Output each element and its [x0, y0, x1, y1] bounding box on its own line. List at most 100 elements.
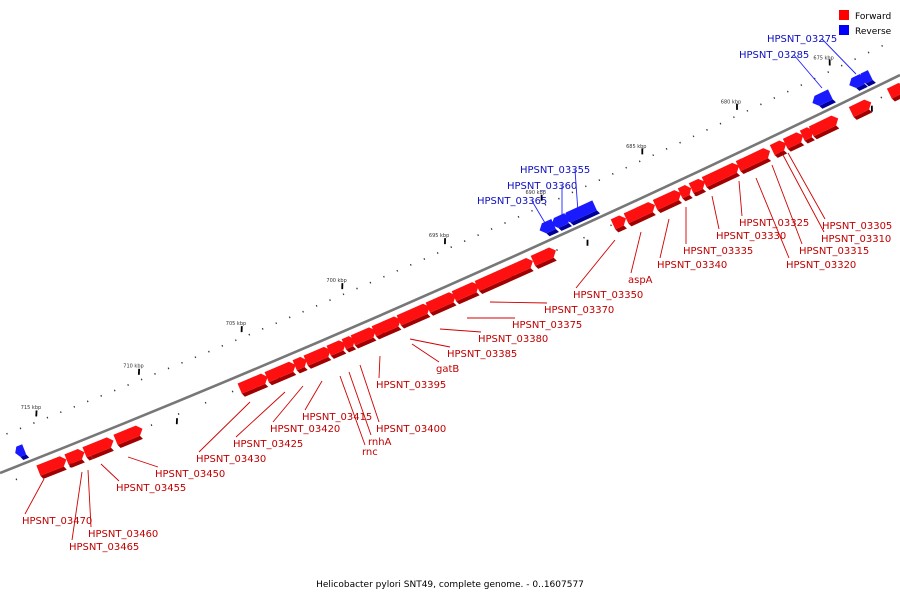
scale-minor-tick [706, 128, 708, 131]
label-leader [821, 38, 857, 75]
gene-track [15, 70, 900, 479]
scale-minor-tick [786, 90, 789, 93]
scale-minor-tick [867, 51, 870, 54]
scale-minor-tick [19, 427, 22, 430]
gene-arrow [849, 73, 865, 89]
forward-gene [808, 115, 840, 140]
scale-minor-tick [154, 372, 156, 375]
label-leader [574, 169, 579, 213]
scale-label: 710 kbp [123, 364, 143, 370]
forward-gene [64, 449, 85, 468]
scale-minor-tick [638, 160, 641, 163]
forward-gene [474, 257, 534, 295]
scale-minor-tick [463, 240, 466, 243]
gene-shadow [68, 459, 85, 468]
gene-label: HPSNT_03310 [821, 234, 891, 245]
scale-minor-tick [315, 304, 318, 307]
scale-label: 675 kbp [813, 55, 833, 61]
scale-minor-tick [773, 97, 776, 99]
reverse-gene [849, 73, 868, 91]
scale-minor-tick [167, 367, 170, 370]
gene-arrow [82, 445, 91, 458]
scale-label: 700 kbp [326, 278, 346, 284]
forward-gene [113, 425, 143, 448]
gene-label: HPSNT_03350 [573, 290, 643, 301]
scale-minor-tick [59, 411, 62, 414]
reverse-gene [812, 89, 836, 109]
scale-minor-tick [73, 405, 76, 408]
gene-shadow [401, 313, 431, 329]
gene-shadow [479, 268, 534, 295]
forward-gene [677, 185, 693, 202]
gene-shadow [354, 337, 377, 349]
forward-gene [623, 202, 656, 227]
scale-minor-tick [177, 413, 180, 415]
gene-label: HPSNT_03425 [233, 439, 303, 450]
gene-label: HPSNT_03455 [116, 483, 186, 494]
gene-arrow [688, 178, 706, 194]
scale-minor-tick [800, 84, 803, 87]
label-leader [439, 328, 482, 333]
scale-minor-tick [584, 185, 587, 188]
scale-minor-tick [665, 147, 668, 150]
forward-gene [530, 247, 557, 269]
scale-minor-tick [15, 478, 18, 481]
gene-shadow [856, 83, 868, 91]
scale-minor-tick [33, 422, 35, 424]
gene-arrow [292, 356, 307, 371]
gene-arrow [808, 115, 839, 137]
scale-minor-tick [733, 116, 735, 119]
gene-shadow [117, 435, 143, 448]
gene-shadow [307, 356, 332, 369]
scale-minor-tick [342, 293, 345, 296]
gene-label: HPSNT_03465 [69, 542, 139, 553]
scale-minor-tick [531, 209, 533, 212]
scale-minor-tick [288, 316, 291, 319]
scale-minor-tick [369, 281, 372, 284]
label-leader [339, 375, 366, 446]
legend-forward-swatch [839, 10, 849, 20]
legend-forward-label: Forward [855, 12, 891, 22]
gene-arrow [551, 213, 569, 228]
scale-minor-tick [208, 350, 210, 353]
gene-arrow [563, 200, 597, 223]
forward-gene [82, 445, 94, 461]
gene-shadow [535, 257, 557, 269]
label-leader [755, 177, 790, 259]
gene-arrow [848, 99, 872, 118]
scale-major-tick [444, 238, 446, 245]
scale-minor-tick [46, 416, 49, 419]
gene-shadow [268, 371, 297, 386]
gene-shadow [558, 223, 572, 231]
gene-shadow [774, 150, 788, 158]
label-leader [575, 239, 616, 289]
gene-label: HPSNT_03370 [544, 305, 614, 316]
gene-arrow [326, 340, 346, 356]
reverse-gene [551, 213, 572, 231]
gene-arrow [371, 316, 401, 337]
scale-minor-tick [150, 424, 153, 427]
scale-major-tick [586, 239, 589, 246]
scale-minor-tick [692, 135, 695, 138]
gene-arrow [474, 257, 533, 292]
gene-arrow [701, 162, 740, 188]
gene-arrow [15, 444, 27, 457]
gene-label: HPSNT_03470 [22, 516, 92, 527]
scale-major-tick [240, 326, 243, 333]
scale-minor-tick [436, 252, 439, 254]
gene-arrow [782, 132, 804, 149]
reverse-gene [539, 219, 559, 237]
scale-minor-tick [248, 333, 251, 336]
scale-minor-tick [854, 58, 856, 61]
gene-label: HPSNT_03340 [657, 260, 727, 271]
gene-arrow [735, 158, 747, 172]
forward-gene [425, 292, 457, 316]
gene-label: aspA [628, 275, 653, 286]
forward-gene [292, 356, 308, 374]
gene-shadow [86, 455, 94, 461]
major-ticks: 675 kbp 680 kbp 685 kbp 690 kbp 695 kbp 700 k… [21, 55, 873, 468]
reverse-gene [15, 444, 30, 460]
scale-minor-tick [140, 378, 143, 381]
label-leader [630, 231, 642, 274]
